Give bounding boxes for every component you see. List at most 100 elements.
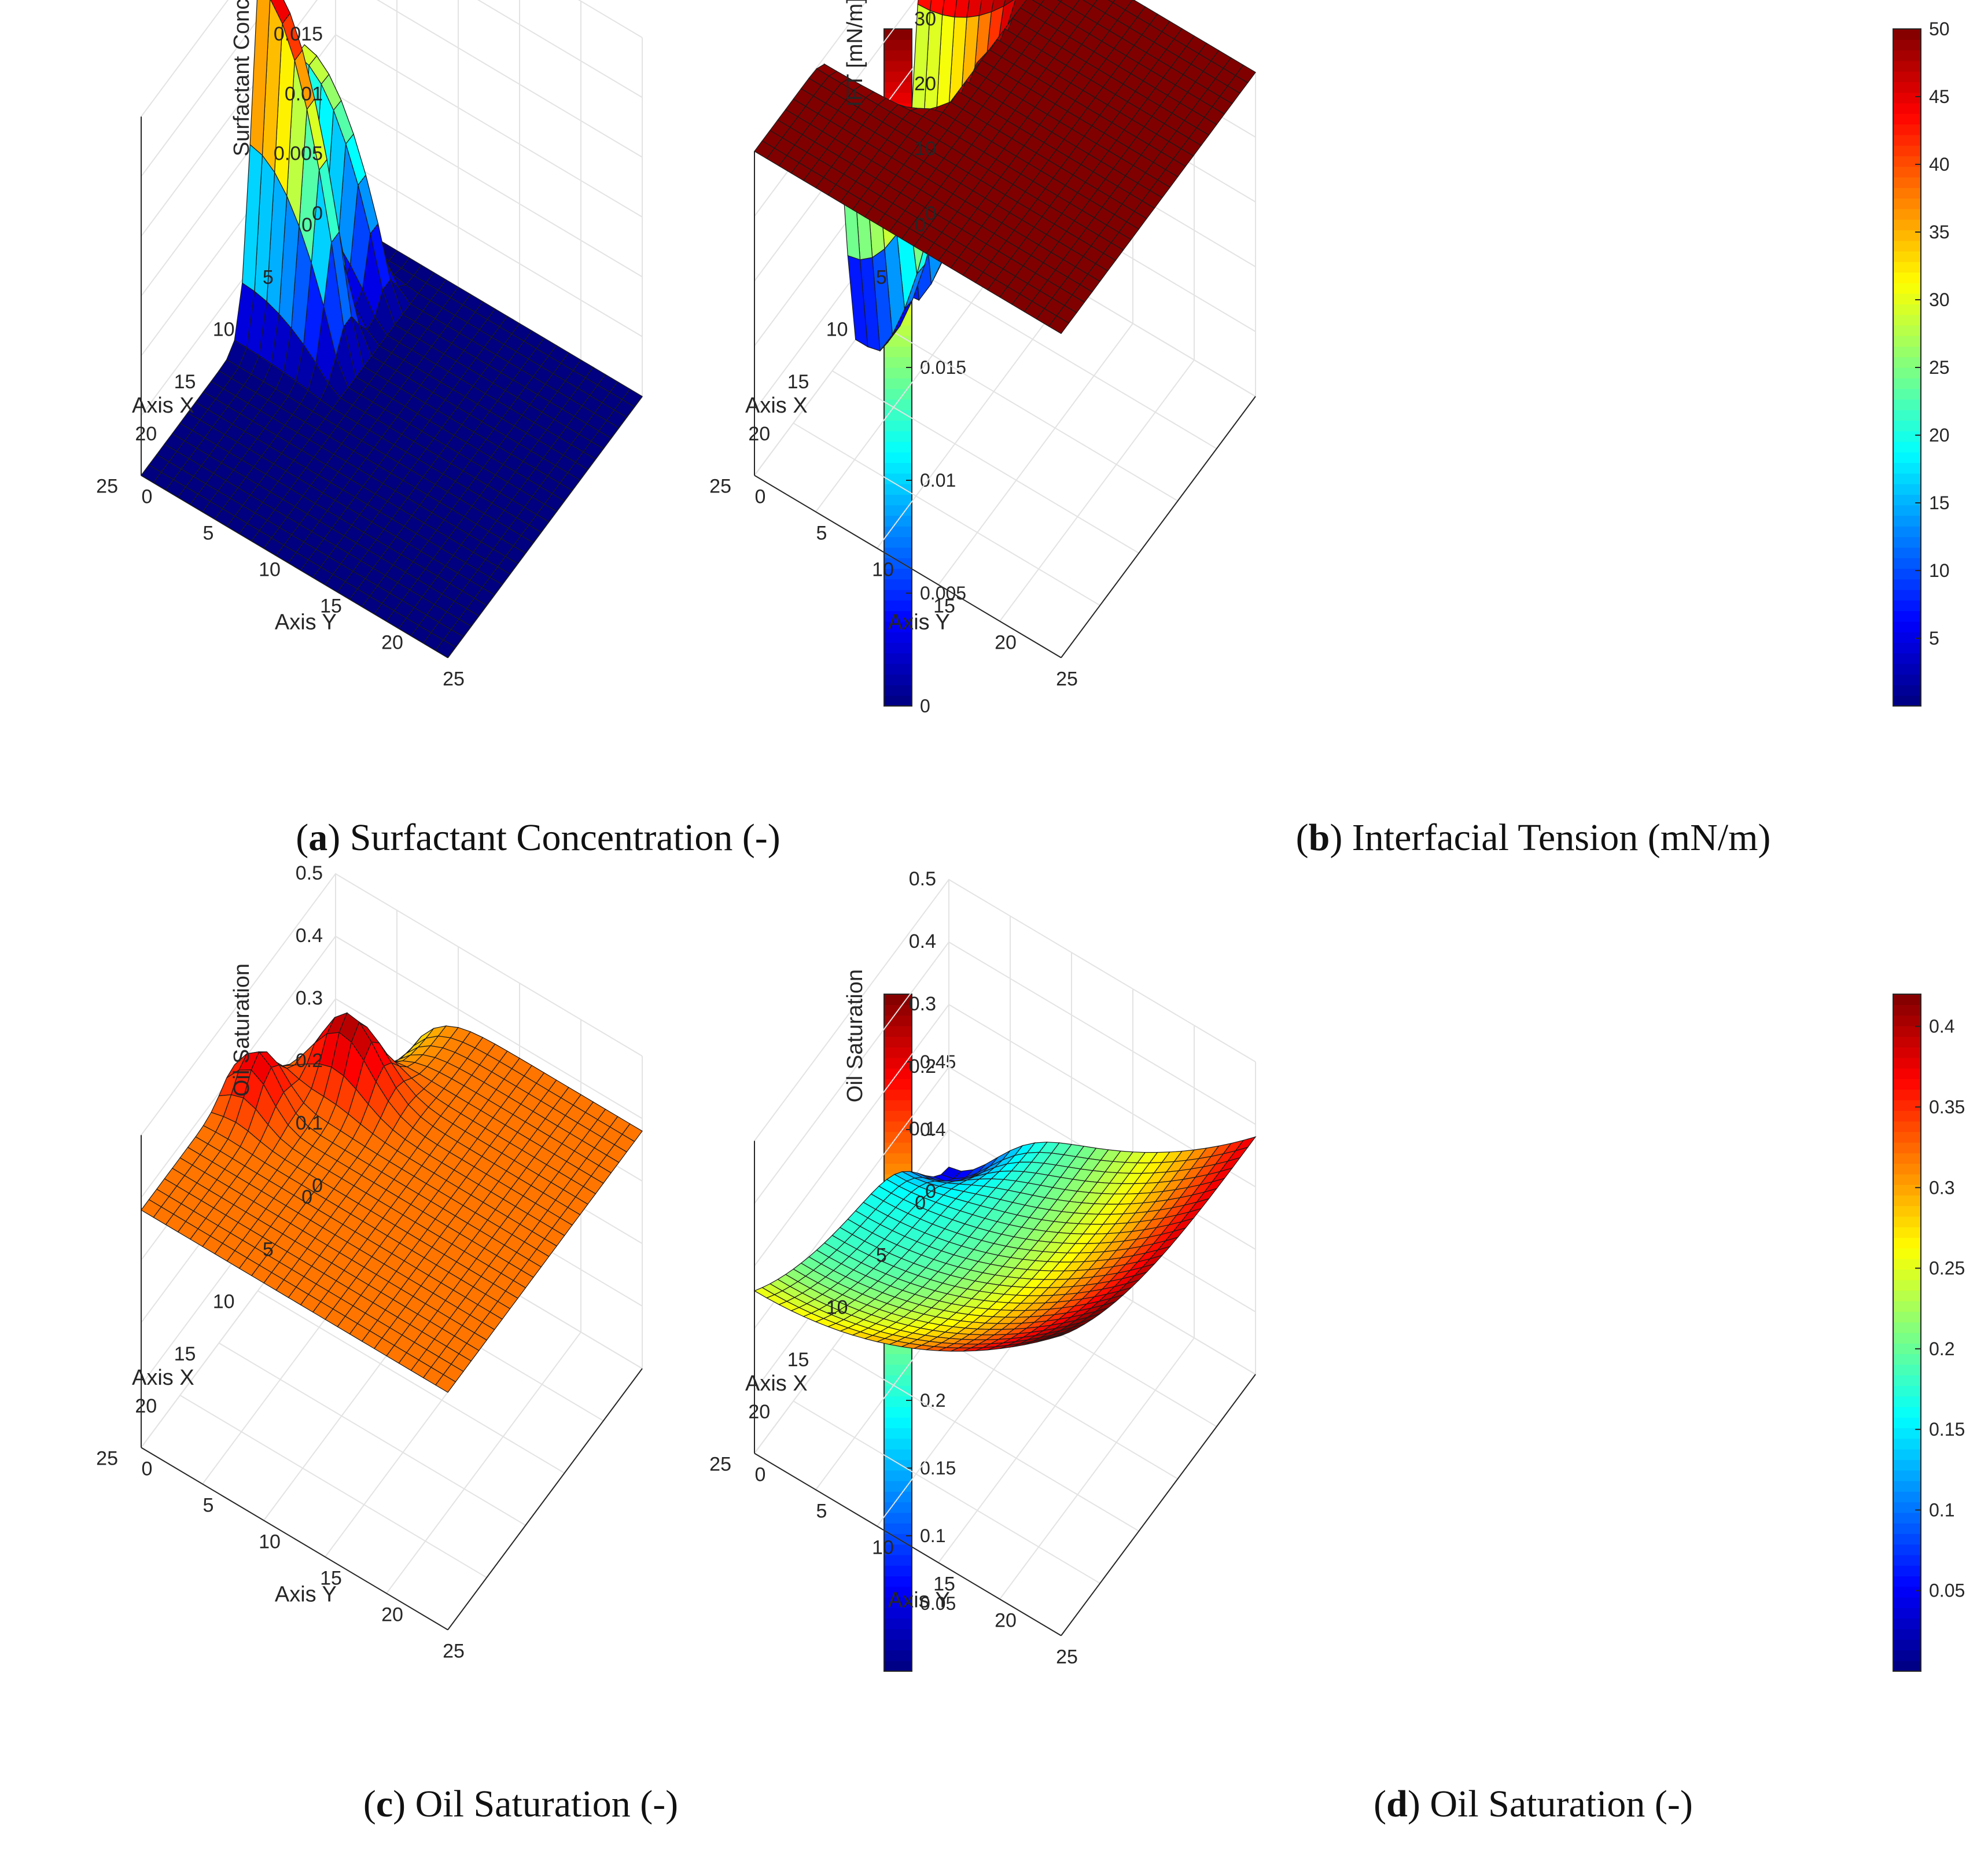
colorbar-segment — [884, 1079, 912, 1090]
x-tick-label: 5 — [876, 266, 887, 288]
colorbar-segment — [1893, 558, 1921, 569]
colorbar-segment — [1893, 1195, 1921, 1207]
colorbar-segment — [1893, 92, 1921, 104]
z-tick-label: 20 — [914, 73, 936, 95]
x-tick-label: 15 — [787, 1349, 809, 1371]
colorbar-segment — [884, 1544, 912, 1555]
colorbar-segment — [1893, 272, 1921, 284]
z-tick-label: 0.4 — [909, 930, 936, 952]
y-tick-label: 15 — [320, 595, 342, 617]
colorbar-segment — [884, 610, 912, 622]
y-axis-label: Axis Y — [888, 1588, 950, 1613]
y-tick-label: 5 — [816, 523, 827, 545]
grid-line — [999, 1337, 1195, 1600]
colorbar-segment — [1893, 219, 1921, 230]
colorbar-segment — [1893, 420, 1921, 432]
surface-a — [141, 0, 643, 659]
colorbar-segment — [1893, 1375, 1921, 1386]
colorbar-segment — [1893, 336, 1921, 347]
z-tick-label: 0.1 — [296, 1112, 323, 1134]
colorbar-segment — [1893, 1608, 1921, 1619]
colorbar-segment — [884, 663, 912, 675]
colorbar-tick-label: 0.2 — [1929, 1338, 1954, 1359]
colorbar-segment — [1893, 1639, 1921, 1651]
colorbar-segment — [1893, 134, 1921, 146]
colorbar-segment — [1893, 589, 1921, 601]
colorbar-tick-label: 0.05 — [920, 1593, 956, 1614]
colorbar-segment — [1893, 1449, 1921, 1460]
colorbar-segment — [1893, 82, 1921, 93]
colorbar-segment — [1893, 600, 1921, 612]
colorbar-segment — [884, 367, 912, 378]
z-tick-label: 0.2 — [296, 1050, 323, 1072]
colorbar-segment — [884, 1449, 912, 1460]
x-tick-label: 0 — [915, 1192, 926, 1214]
x-axis-label: Axis X — [132, 1366, 194, 1390]
caption-b-letter: b — [1308, 816, 1330, 859]
colorbar-segment — [884, 346, 912, 358]
colorbar-tick-label: 0.15 — [1929, 1419, 1965, 1440]
colorbar-segment — [1893, 1650, 1921, 1661]
y-tick-label: 5 — [203, 523, 214, 545]
z-tick-label: 0.015 — [274, 23, 323, 45]
colorbar-segment — [1893, 685, 1921, 696]
x-tick-label: 10 — [826, 1297, 848, 1319]
x-tick-label: 0 — [301, 214, 312, 236]
colorbar-segment — [1893, 1259, 1921, 1270]
grid-line — [815, 250, 1011, 513]
colorbar-segment — [884, 29, 912, 40]
caption-c-text: Oil Saturation (-) — [415, 1783, 679, 1825]
colorbar-segment — [884, 1131, 912, 1143]
colorbar-segment — [1893, 1428, 1921, 1439]
axis-line — [447, 1368, 643, 1631]
colorbar-segment — [1893, 1015, 1921, 1027]
y-axis-label: Axis Y — [888, 610, 950, 635]
colorbar-tick-label: 0.2 — [920, 1390, 945, 1411]
colorbar-segment — [884, 1057, 912, 1069]
colorbar-segment — [884, 1428, 912, 1439]
surface-patch — [141, 464, 162, 483]
colorbar-segment — [1893, 1459, 1921, 1471]
colorbar-segment — [884, 1480, 912, 1492]
grid-line — [754, 1003, 1256, 1267]
colorbar-segment — [884, 1385, 912, 1397]
colorbar-segment — [884, 1089, 912, 1101]
colorbar-segment — [1893, 367, 1921, 378]
caption-c: (c) Oil Saturation (-) — [363, 1783, 679, 1825]
colorbar-segment — [1893, 50, 1921, 61]
colorbar-segment — [1893, 230, 1921, 241]
z-tick-label: 0 — [925, 1180, 936, 1202]
colorbar-segment — [884, 1491, 912, 1503]
caption-d: (d) Oil Saturation (-) — [1374, 1783, 1693, 1825]
colorbar-segment — [1893, 1523, 1921, 1534]
grid-line — [141, 0, 643, 177]
colorbar-tick-label: 40 — [1929, 154, 1950, 175]
x-tick-label: 25 — [96, 1448, 118, 1470]
x-axis-label: Axis X — [132, 393, 194, 418]
x-tick-label: 5 — [876, 1244, 887, 1266]
colorbar-segment — [1893, 653, 1921, 664]
y-tick-label: 10 — [259, 1531, 281, 1553]
colorbar-tick-label: 5 — [1929, 628, 1939, 649]
colorbar-segment — [884, 50, 912, 61]
colorbar-segment — [884, 1015, 912, 1027]
grid-line — [141, 0, 643, 237]
colorbar-segment — [1893, 1565, 1921, 1577]
colorbar-segment — [1893, 1311, 1921, 1323]
z-tick-label: 30 — [914, 8, 936, 30]
colorbar-segment — [884, 1417, 912, 1429]
x-tick-label: 20 — [135, 423, 157, 445]
colorbar-segment — [1893, 304, 1921, 315]
colorbar-segment — [1893, 452, 1921, 464]
surface-b — [754, 0, 1256, 352]
caption-d-letter: d — [1386, 1783, 1408, 1825]
colorbar-tick-label: 10 — [1929, 560, 1950, 581]
axis-line — [1061, 1374, 1256, 1636]
colorbar-segment — [1893, 293, 1921, 304]
colorbar-segment — [1893, 1364, 1921, 1375]
colorbar-segment — [1893, 568, 1921, 580]
colorbar-segment — [1893, 262, 1921, 273]
colorbar-segment — [1893, 1322, 1921, 1333]
caption-a-letter: a — [308, 816, 328, 859]
colorbar-segment — [1893, 1036, 1921, 1048]
